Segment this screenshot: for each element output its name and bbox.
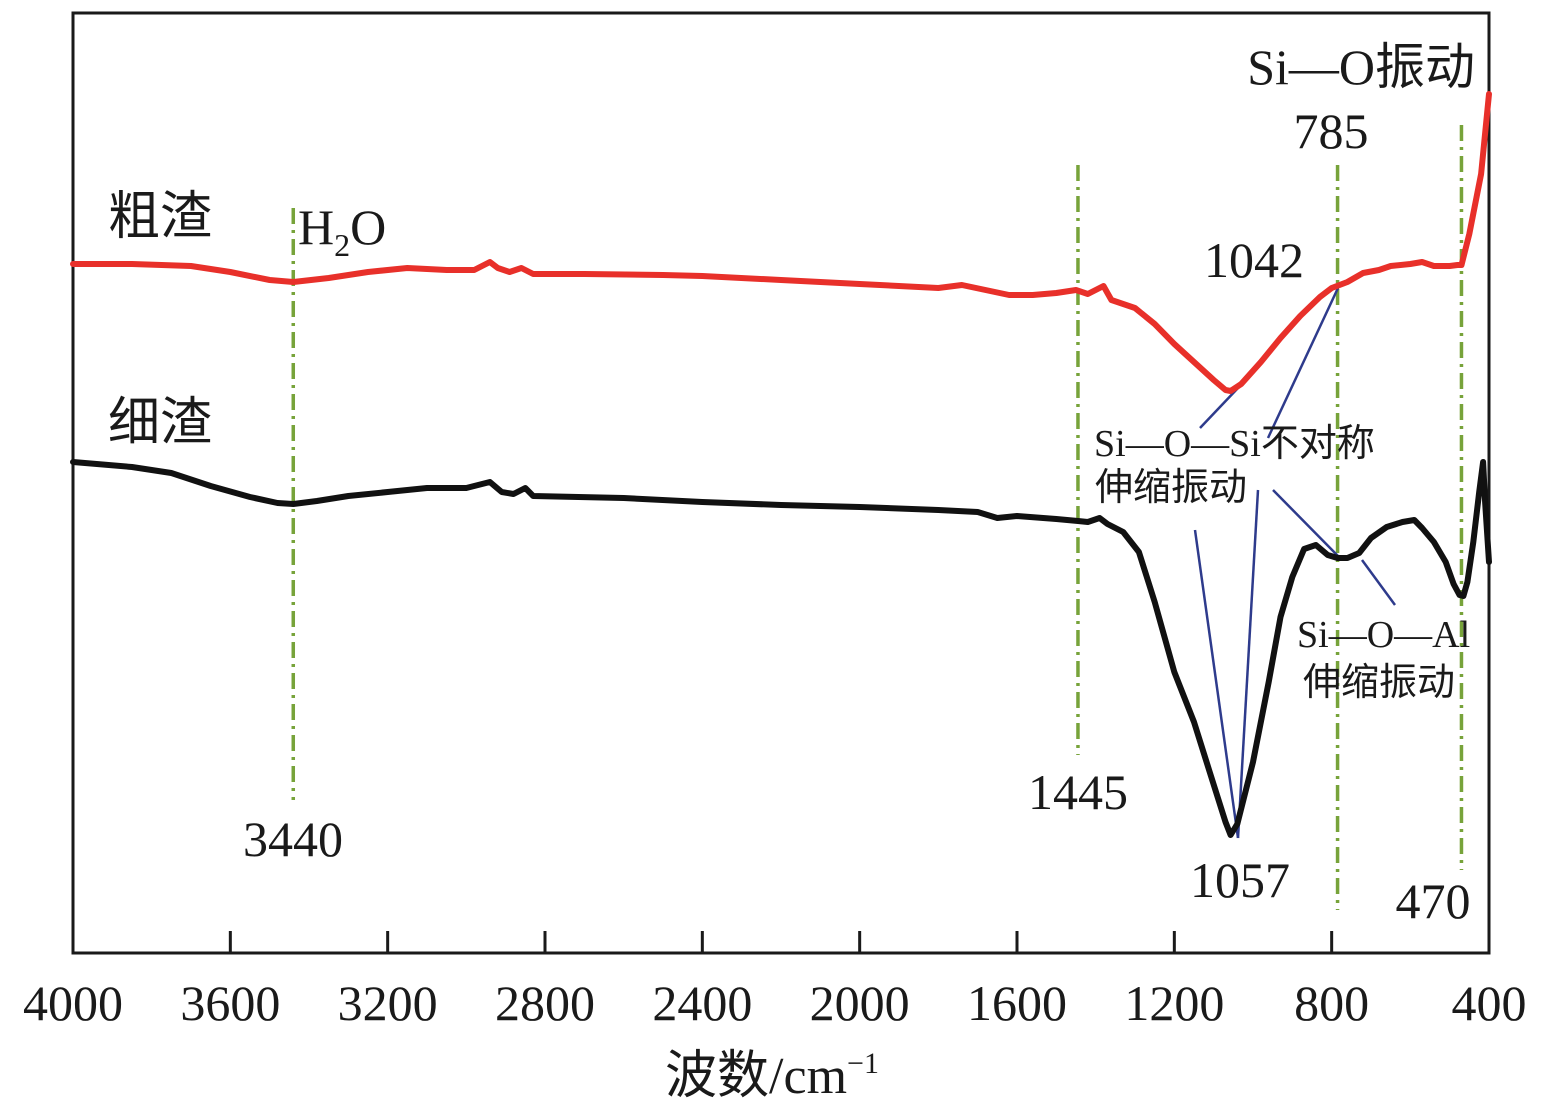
annotation-leader-line — [1193, 529, 1240, 839]
x-axis-title-main: 波数/cm — [665, 1048, 847, 1105]
series-line-coarse — [70, 91, 1492, 394]
x-axis-title-superscript: −1 — [847, 1047, 879, 1080]
h2o-annotation: H2O — [298, 199, 386, 263]
series-lines — [70, 91, 1492, 838]
h2o-subscript: 2 — [334, 227, 350, 263]
peak-1042-label: 1042 — [1204, 232, 1304, 288]
reference-label-3440: 3440 — [243, 811, 343, 867]
annotation-leader-line — [1360, 559, 1397, 606]
si-o-al-annotation-line2: 伸缩振动 — [1303, 662, 1455, 704]
h2o-tail: O — [350, 199, 386, 255]
x-tick-label: 2800 — [495, 975, 595, 1031]
reference-lines: 3440 1445 785 470 — [243, 103, 1471, 929]
annotation-leader-line — [1272, 489, 1339, 557]
x-tick-label: 4000 — [23, 975, 123, 1031]
x-tick-label: 2000 — [810, 975, 910, 1031]
x-tick-label: 800 — [1294, 975, 1369, 1031]
annotation-leader-line — [1236, 489, 1260, 839]
x-tick-label: 3200 — [338, 975, 438, 1031]
peak-1057-label: 1057 — [1190, 852, 1290, 908]
si-o-si-annotation-line2: 伸缩振动 — [1095, 467, 1247, 509]
plot-frame — [71, 11, 1491, 955]
x-tick-label: 1200 — [1124, 975, 1224, 1031]
si-o-vibration-annotation: Si—O振动 — [1247, 39, 1475, 95]
leader-lines — [1193, 287, 1397, 839]
si-o-al-annotation-line1: Si—O—Al — [1297, 614, 1470, 656]
reference-label-1445: 1445 — [1028, 764, 1128, 820]
h2o-main: H — [298, 199, 334, 255]
annotation-leader-line — [1266, 287, 1340, 439]
x-axis-ticks: 4000 3600 3200 2800 2400 2000 1600 1200 800 400 — [23, 931, 1527, 1031]
si-o-si-annotation-line1: Si—O—Si不对称 — [1094, 423, 1375, 465]
x-tick-label: 400 — [1452, 975, 1527, 1031]
series-label-coarse: 粗渣 — [108, 189, 212, 246]
annotation-leader-line — [1199, 387, 1239, 429]
x-tick-label: 3600 — [180, 975, 280, 1031]
reference-label-470: 470 — [1396, 873, 1471, 929]
x-axis-title: 波数/cm−1 — [665, 1047, 879, 1105]
series-line-fine — [70, 459, 1492, 838]
reference-label-785: 785 — [1294, 103, 1369, 159]
series-label-fine: 细渣 — [108, 395, 212, 452]
x-tick-label: 2400 — [652, 975, 752, 1031]
x-tick-label: 1600 — [967, 975, 1067, 1031]
